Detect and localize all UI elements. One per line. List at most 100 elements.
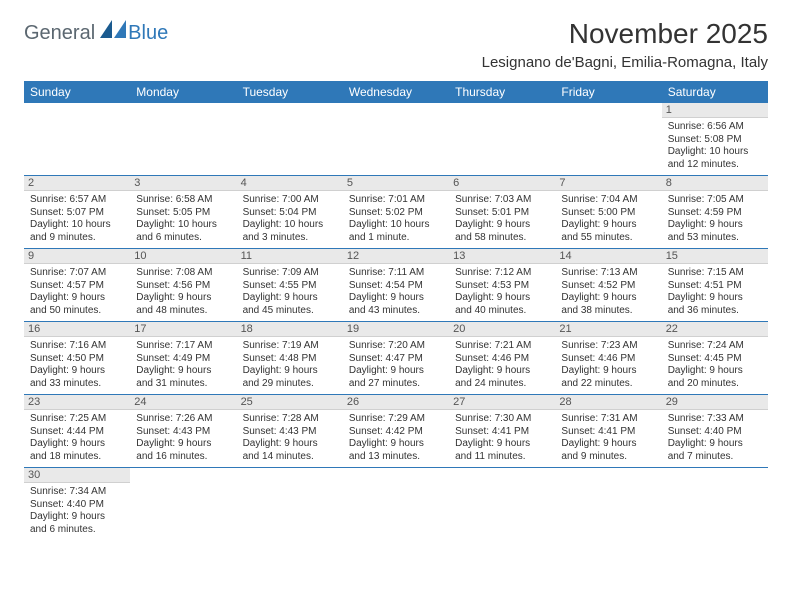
info-line: Sunrise: 7:08 AM <box>136 267 230 280</box>
info-line: Sunrise: 7:03 AM <box>455 194 549 207</box>
day-cell <box>130 468 236 541</box>
day-number: 18 <box>237 322 343 337</box>
day-info: Sunrise: 7:21 AMSunset: 4:46 PMDaylight:… <box>455 340 549 390</box>
info-line: and 33 minutes. <box>30 378 124 391</box>
day-cell <box>237 103 343 176</box>
day-number: 21 <box>555 322 661 337</box>
day-number: 13 <box>449 249 555 264</box>
day-cell: 12Sunrise: 7:11 AMSunset: 4:54 PMDayligh… <box>343 249 449 322</box>
info-line: and 58 minutes. <box>455 232 549 245</box>
info-line: Daylight: 9 hours <box>136 365 230 378</box>
info-line: Daylight: 9 hours <box>349 292 443 305</box>
info-line: and 53 minutes. <box>668 232 762 245</box>
day-number: 28 <box>555 395 661 410</box>
day-cell: 6 Sunrise: 7:03 AMSunset: 5:01 PMDaylight… <box>449 176 555 249</box>
day-cell: 8Sunrise: 7:05 AMSunset: 4:59 PMDaylight… <box>662 176 768 249</box>
day-number: 30 <box>24 468 130 483</box>
day-number: 23 <box>24 395 130 410</box>
day-cell <box>555 103 661 176</box>
week-row: 1Sunrise: 6:56 AMSunset: 5:08 PMDaylight… <box>24 103 768 176</box>
day-number: 26 <box>343 395 449 410</box>
info-line: and 50 minutes. <box>30 305 124 318</box>
info-line: Daylight: 9 hours <box>668 438 762 451</box>
info-line: and 55 minutes. <box>561 232 655 245</box>
info-line: Sunrise: 7:19 AM <box>243 340 337 353</box>
day-cell: 4 Sunrise: 7:00 AMSunset: 5:04 PMDaylight… <box>237 176 343 249</box>
info-line: Sunset: 5:04 PM <box>243 207 337 220</box>
day-number: 1 <box>662 103 768 118</box>
day-number: 14 <box>555 249 661 264</box>
info-line: Sunrise: 7:13 AM <box>561 267 655 280</box>
info-line: Sunrise: 7:15 AM <box>668 267 762 280</box>
day-cell: 14 Sunrise: 7:13 AMSunset: 4:52 PMDayligh… <box>555 249 661 322</box>
info-line: Daylight: 9 hours <box>561 292 655 305</box>
day-info: Sunrise: 7:01 AMSunset: 5:02 PMDaylight:… <box>349 194 443 244</box>
day-cell: 19Sunrise: 7:20 AMSunset: 4:47 PMDayligh… <box>343 322 449 395</box>
info-line: Sunrise: 7:16 AM <box>30 340 124 353</box>
day-info: Sunrise: 7:09 AMSunset: 4:55 PMDaylight:… <box>243 267 337 317</box>
day-cell: 25Sunrise: 7:28 AMSunset: 4:43 PMDayligh… <box>237 395 343 468</box>
info-line: Sunrise: 7:25 AM <box>30 413 124 426</box>
day-cell <box>449 468 555 541</box>
day-number: 4 <box>237 176 343 191</box>
info-line: Sunrise: 6:56 AM <box>668 121 762 134</box>
info-line: Daylight: 9 hours <box>243 438 337 451</box>
logo-text-blue: Blue <box>128 22 168 45</box>
day-number: 12 <box>343 249 449 264</box>
info-line: and 12 minutes. <box>668 159 762 172</box>
info-line: Sunset: 4:46 PM <box>455 353 549 366</box>
info-line: Sunrise: 7:11 AM <box>349 267 443 280</box>
info-line: and 1 minute. <box>349 232 443 245</box>
info-line: and 43 minutes. <box>349 305 443 318</box>
info-line: and 6 minutes. <box>136 232 230 245</box>
info-line: and 38 minutes. <box>561 305 655 318</box>
info-line: Sunset: 5:01 PM <box>455 207 549 220</box>
day-number: 7 <box>555 176 661 191</box>
info-line: Sunset: 4:59 PM <box>668 207 762 220</box>
day-number: 5 <box>343 176 449 191</box>
info-line: Sunset: 5:05 PM <box>136 207 230 220</box>
info-line: Sunset: 4:46 PM <box>561 353 655 366</box>
info-line: Sunset: 4:44 PM <box>30 426 124 439</box>
sail-icon <box>100 20 126 38</box>
day-info: Sunrise: 7:29 AMSunset: 4:42 PMDaylight:… <box>349 413 443 463</box>
info-line: Sunset: 4:55 PM <box>243 280 337 293</box>
weekday-header: Wednesday <box>343 81 449 103</box>
info-line: Sunrise: 7:09 AM <box>243 267 337 280</box>
info-line: Sunset: 4:57 PM <box>30 280 124 293</box>
week-row: 9Sunrise: 7:07 AMSunset: 4:57 PMDaylight… <box>24 249 768 322</box>
info-line: Sunset: 5:02 PM <box>349 207 443 220</box>
day-info: Sunrise: 7:33 AMSunset: 4:40 PMDaylight:… <box>668 413 762 463</box>
day-number: 16 <box>24 322 130 337</box>
info-line: Sunset: 4:42 PM <box>349 426 443 439</box>
day-number: 6 <box>449 176 555 191</box>
day-info: Sunrise: 7:00 AMSunset: 5:04 PMDaylight:… <box>243 194 337 244</box>
day-info: Sunrise: 7:08 AMSunset: 4:56 PMDaylight:… <box>136 267 230 317</box>
day-info: Sunrise: 7:13 AMSunset: 4:52 PMDaylight:… <box>561 267 655 317</box>
day-cell: 21 Sunrise: 7:23 AMSunset: 4:46 PMDayligh… <box>555 322 661 395</box>
day-cell: 1Sunrise: 6:56 AMSunset: 5:08 PMDaylight… <box>662 103 768 176</box>
day-cell: 15Sunrise: 7:15 AMSunset: 4:51 PMDayligh… <box>662 249 768 322</box>
info-line: Daylight: 9 hours <box>455 219 549 232</box>
info-line: and 14 minutes. <box>243 451 337 464</box>
info-line: Daylight: 10 hours <box>30 219 124 232</box>
day-cell: 28Sunrise: 7:31 AMSunset: 4:41 PMDayligh… <box>555 395 661 468</box>
day-cell: 18Sunrise: 7:19 AMSunset: 4:48 PMDayligh… <box>237 322 343 395</box>
info-line: Sunrise: 7:26 AM <box>136 413 230 426</box>
weekday-header: Monday <box>130 81 236 103</box>
day-cell: 17Sunrise: 7:17 AMSunset: 4:49 PMDayligh… <box>130 322 236 395</box>
info-line: and 11 minutes. <box>455 451 549 464</box>
info-line: Sunset: 5:08 PM <box>668 134 762 147</box>
logo-text-general: General <box>24 22 95 45</box>
info-line: Sunrise: 7:17 AM <box>136 340 230 353</box>
info-line: Daylight: 9 hours <box>561 365 655 378</box>
day-cell: 5 Sunrise: 7:01 AMSunset: 5:02 PMDaylight… <box>343 176 449 249</box>
info-line: Sunset: 4:49 PM <box>136 353 230 366</box>
day-info: Sunrise: 7:23 AMSunset: 4:46 PMDaylight:… <box>561 340 655 390</box>
day-cell: 7Sunrise: 7:04 AMSunset: 5:00 PMDaylight… <box>555 176 661 249</box>
day-cell: 24Sunrise: 7:26 AMSunset: 4:43 PMDayligh… <box>130 395 236 468</box>
info-line: and 27 minutes. <box>349 378 443 391</box>
info-line: and 7 minutes. <box>668 451 762 464</box>
info-line: and 9 minutes. <box>561 451 655 464</box>
info-line: Daylight: 9 hours <box>30 438 124 451</box>
